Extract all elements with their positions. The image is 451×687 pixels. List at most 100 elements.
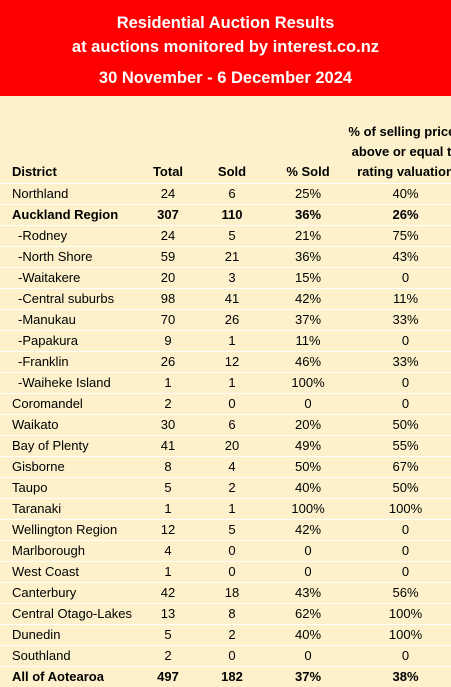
cell-sold: 4 xyxy=(196,457,268,478)
cell-valuation: 33% xyxy=(348,352,451,373)
cell-pct-sold: 43% xyxy=(268,583,348,604)
cell-pct-sold: 46% xyxy=(268,352,348,373)
cell-district: -Central suburbs xyxy=(0,289,140,310)
header-district: District xyxy=(0,96,140,184)
title-banner: Residential Auction Results at auctions … xyxy=(0,0,451,96)
cell-district: -Waitakere xyxy=(0,268,140,289)
cell-valuation: 67% xyxy=(348,457,451,478)
header-row: District Total Sold % Sold % of selling … xyxy=(0,96,451,184)
cell-sold: 110 xyxy=(196,205,268,226)
cell-district: Marlborough xyxy=(0,541,140,562)
cell-valuation: 56% xyxy=(348,583,451,604)
cell-total: 497 xyxy=(140,667,196,687)
cell-valuation: 38% xyxy=(348,667,451,687)
cell-pct-sold: 36% xyxy=(268,205,348,226)
cell-pct-sold: 50% xyxy=(268,457,348,478)
cell-pct-sold: 42% xyxy=(268,289,348,310)
header-sold: Sold xyxy=(196,96,268,184)
cell-pct-sold: 15% xyxy=(268,268,348,289)
cell-valuation: 0 xyxy=(348,646,451,667)
cell-district: -North Shore xyxy=(0,247,140,268)
cell-valuation: 0 xyxy=(348,541,451,562)
cell-pct-sold: 42% xyxy=(268,520,348,541)
cell-total: 59 xyxy=(140,247,196,268)
cell-total: 1 xyxy=(140,373,196,394)
cell-district: Taranaki xyxy=(0,499,140,520)
cell-valuation: 0 xyxy=(348,394,451,415)
cell-sold: 0 xyxy=(196,646,268,667)
cell-pct-sold: 62% xyxy=(268,604,348,625)
cell-valuation: 0 xyxy=(348,331,451,352)
cell-valuation: 75% xyxy=(348,226,451,247)
cell-total: 2 xyxy=(140,394,196,415)
cell-district: -Franklin xyxy=(0,352,140,373)
cell-valuation: 0 xyxy=(348,373,451,394)
title-line-2: at auctions monitored by interest.co.nz xyxy=(0,35,451,59)
cell-district: -Waiheke Island xyxy=(0,373,140,394)
cell-valuation: 50% xyxy=(348,478,451,499)
cell-district: Auckland Region xyxy=(0,205,140,226)
cell-valuation: 40% xyxy=(348,184,451,205)
cell-district: -Manukau xyxy=(0,310,140,331)
cell-pct-sold: 25% xyxy=(268,184,348,205)
cell-valuation: 33% xyxy=(348,310,451,331)
cell-district: Wellington Region xyxy=(0,520,140,541)
cell-valuation: 0 xyxy=(348,562,451,583)
cell-sold: 2 xyxy=(196,478,268,499)
cell-district: All of Aotearoa xyxy=(0,667,140,687)
cell-sold: 0 xyxy=(196,541,268,562)
cell-valuation: 55% xyxy=(348,436,451,457)
auction-results-card: Residential Auction Results at auctions … xyxy=(0,0,451,665)
cell-pct-sold: 37% xyxy=(268,310,348,331)
cell-valuation: 100% xyxy=(348,625,451,646)
cell-district: Southland xyxy=(0,646,140,667)
cell-sold: 0 xyxy=(196,394,268,415)
cell-district: Dunedin xyxy=(0,625,140,646)
cell-district: Waikato xyxy=(0,415,140,436)
cell-total: 24 xyxy=(140,184,196,205)
cell-sold: 3 xyxy=(196,268,268,289)
cell-district: West Coast xyxy=(0,562,140,583)
cell-sold: 26 xyxy=(196,310,268,331)
cell-total: 9 xyxy=(140,331,196,352)
cell-sold: 20 xyxy=(196,436,268,457)
cell-sold: 5 xyxy=(196,520,268,541)
cell-pct-sold: 49% xyxy=(268,436,348,457)
cell-valuation: 100% xyxy=(348,604,451,625)
cell-pct-sold: 21% xyxy=(268,226,348,247)
cell-valuation: 43% xyxy=(348,247,451,268)
cell-sold: 1 xyxy=(196,499,268,520)
cell-pct-sold: 11% xyxy=(268,331,348,352)
cell-sold: 21 xyxy=(196,247,268,268)
cell-pct-sold: 0 xyxy=(268,541,348,562)
cell-total: 42 xyxy=(140,583,196,604)
cell-total: 26 xyxy=(140,352,196,373)
cell-district: Gisborne xyxy=(0,457,140,478)
cell-sold: 18 xyxy=(196,583,268,604)
cell-pct-sold: 0 xyxy=(268,394,348,415)
cell-sold: 12 xyxy=(196,352,268,373)
cell-total: 30 xyxy=(140,415,196,436)
cell-total: 41 xyxy=(140,436,196,457)
cell-valuation: 100% xyxy=(348,499,451,520)
title-line-1: Residential Auction Results xyxy=(0,11,451,35)
